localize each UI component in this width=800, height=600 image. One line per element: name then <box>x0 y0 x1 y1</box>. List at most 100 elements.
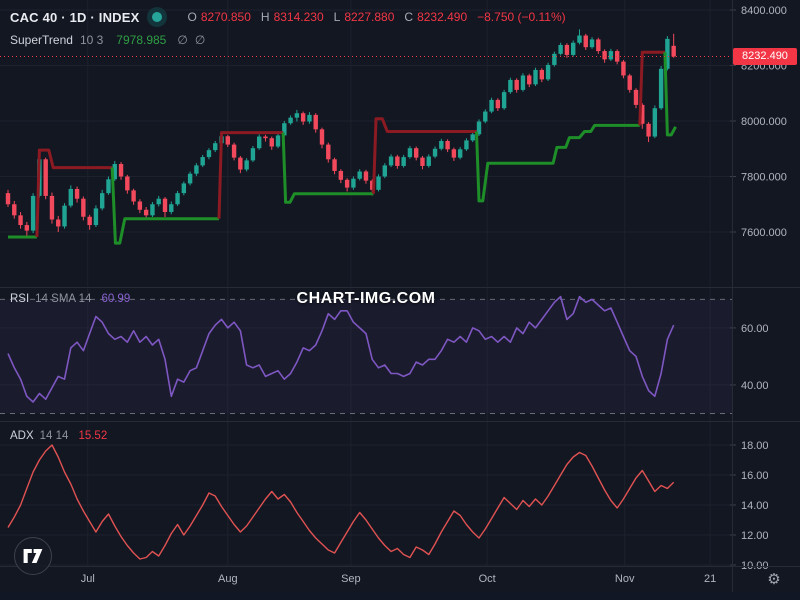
rsi-name[interactable]: RSI <box>10 293 30 305</box>
candle-down <box>49 195 55 220</box>
candle-down <box>646 123 651 137</box>
tradingview-logo-icon <box>23 548 43 564</box>
candle-down <box>445 140 450 150</box>
close-label: C <box>404 10 414 24</box>
low-label: L <box>333 10 341 24</box>
rsi-legend-row[interactable]: RSI 14 SMA 14 60.99 <box>10 293 130 305</box>
supertrend-up-segment <box>475 123 640 203</box>
candle-up <box>194 165 199 174</box>
supertrend-down-segment <box>372 117 477 194</box>
rsi-value: 60.99 <box>101 293 131 305</box>
watermark: CHART-IMG.COM <box>296 290 436 307</box>
price-axis[interactable] <box>733 0 800 566</box>
rsi-line <box>7 295 675 403</box>
candle-down <box>313 114 318 130</box>
candle-down <box>162 198 168 213</box>
candle-up <box>250 148 256 161</box>
adx-name[interactable]: ADX <box>10 430 34 442</box>
tradingview-logo[interactable] <box>14 537 52 575</box>
supertrend-legend-row[interactable]: SuperTrend 10 3 7978.985 ∅ ∅ <box>10 33 566 47</box>
candle-up <box>483 111 488 122</box>
candle-down <box>81 198 86 217</box>
candle-up <box>244 160 249 170</box>
candle-up <box>552 53 557 65</box>
candle-up <box>665 38 670 69</box>
candle-down <box>18 215 23 226</box>
candle-up <box>508 79 513 93</box>
rsi-axis-label: 40.00 <box>741 380 769 392</box>
candle-down <box>451 149 457 158</box>
candle-up <box>307 114 312 122</box>
candle-down <box>231 144 237 158</box>
candle-up <box>156 198 161 205</box>
candle-down <box>118 164 124 177</box>
candle-up <box>439 140 444 149</box>
candle-up <box>30 195 36 231</box>
settings-gear-icon[interactable]: ⚙ <box>767 571 781 588</box>
main-axis-label: 7800.000 <box>741 171 787 183</box>
candle-down <box>5 193 11 205</box>
candle-up <box>432 148 438 157</box>
candle-down <box>87 216 92 226</box>
candle-up <box>658 68 664 109</box>
supertrend-down-segment <box>638 50 665 126</box>
candle-down <box>514 79 519 90</box>
rsi-axis-label: 60.00 <box>741 323 769 335</box>
adx-axis-label: 16.00 <box>741 470 769 482</box>
adx-params: 14 14 <box>39 430 69 442</box>
rsi-params: 14 SMA 14 <box>35 293 92 305</box>
change-value: −8.750 (−0.11%) <box>477 10 566 24</box>
high-label: H <box>260 10 270 24</box>
candle-down <box>633 89 639 105</box>
candle-down <box>125 176 130 191</box>
adx-axis-label: 18.00 <box>741 440 769 452</box>
candle-up <box>282 123 287 136</box>
candle-down <box>671 45 676 57</box>
candle-down <box>43 159 48 196</box>
time-tick-label: Oct <box>479 573 496 585</box>
supertrend-name[interactable]: SuperTrend <box>10 33 73 47</box>
main-axis-label: 8000.000 <box>741 116 787 128</box>
last-price-badge[interactable]: 8232.490 <box>733 47 797 65</box>
candle-down <box>131 190 136 202</box>
supertrend-down-segment <box>35 148 113 238</box>
candle-up <box>476 121 482 135</box>
time-tick-label: Nov <box>615 573 635 585</box>
pane-separator-rsi-adx[interactable] <box>0 421 800 422</box>
adx-axis-label: 10.00 <box>741 560 769 572</box>
close-value: 8232.490 <box>417 10 468 24</box>
market-status-icon[interactable] <box>146 7 167 27</box>
candle-up <box>206 150 212 158</box>
supertrend-up-segment <box>281 132 374 204</box>
candle-up <box>175 193 180 205</box>
candle-up <box>169 204 174 213</box>
candle-down <box>614 51 620 62</box>
time-axis[interactable] <box>0 567 732 592</box>
candle-down <box>326 144 331 160</box>
candle-up <box>571 42 576 55</box>
candle-up <box>545 64 551 80</box>
price-axis-border <box>732 0 733 592</box>
candle-down <box>338 170 344 180</box>
candle-up <box>457 149 463 158</box>
symbol-row[interactable]: CAC 40 · 1D · INDEX O 8270.850 H 8314.230 … <box>10 7 566 27</box>
ohlc-values: O 8270.850 H 8314.230 L 8227.880 C 8232.490 … <box>188 10 566 24</box>
candle-up <box>608 51 614 60</box>
candle-down <box>495 99 501 109</box>
candle-down <box>238 157 243 170</box>
candle-down <box>539 69 544 80</box>
candle-up <box>382 165 387 177</box>
main-axis-label: 7600.000 <box>741 227 787 239</box>
symbol-title[interactable]: CAC 40 · 1D · INDEX <box>10 9 140 25</box>
candle-down <box>263 136 268 139</box>
adx-legend-row[interactable]: ADX 14 14 15.52 <box>10 430 107 442</box>
candle-up <box>257 136 262 149</box>
candle-down <box>527 75 532 85</box>
time-tick-label: Aug <box>218 573 238 585</box>
candle-down <box>596 39 601 52</box>
candle-down <box>420 157 425 166</box>
candle-down <box>414 148 419 158</box>
pane-separator-main-rsi[interactable] <box>0 287 800 288</box>
time-tick-label: Jul <box>81 573 95 585</box>
